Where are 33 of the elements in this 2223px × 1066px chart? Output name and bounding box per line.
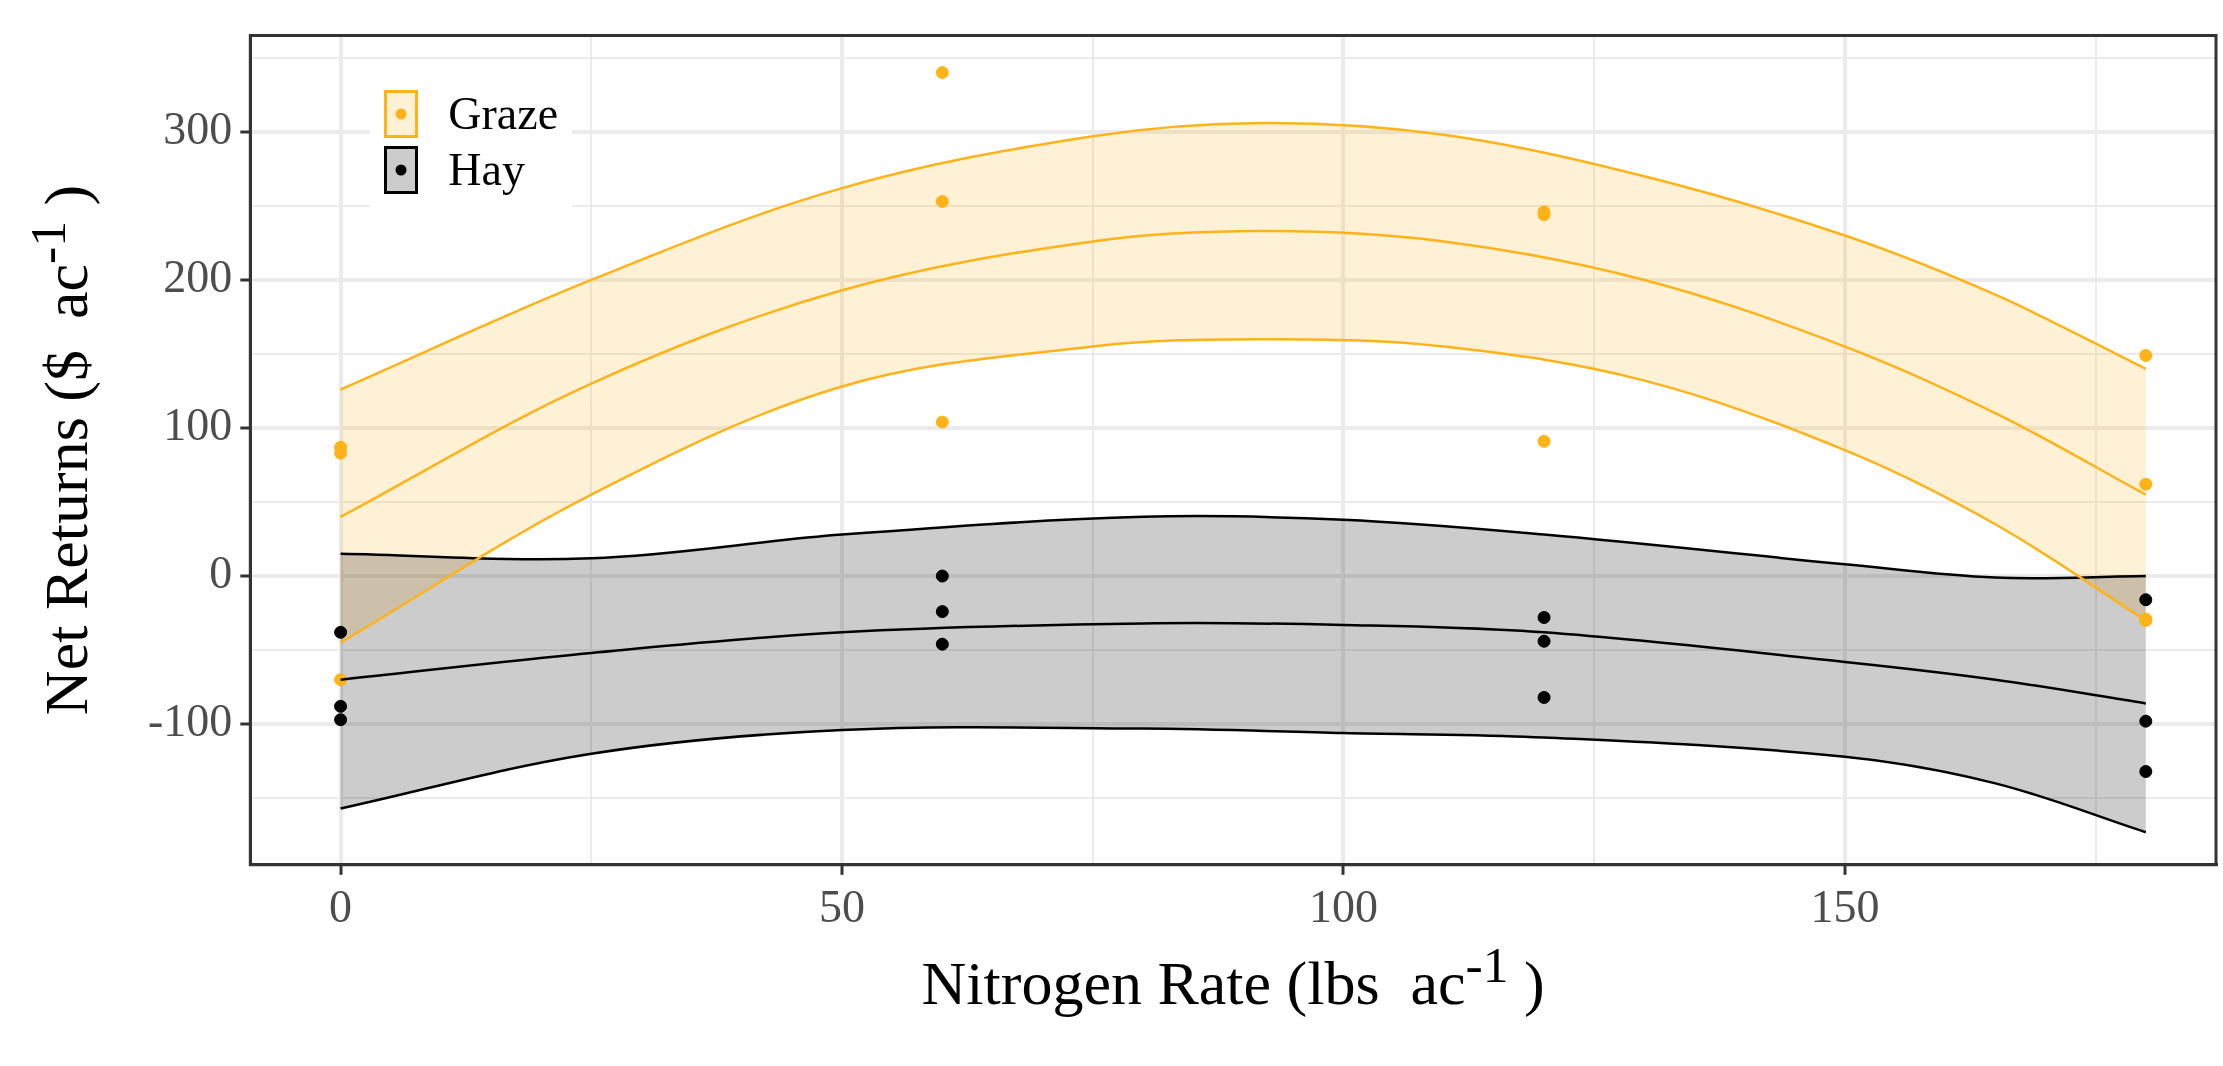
x-tick-label: 150 — [1810, 881, 1880, 933]
point — [935, 569, 949, 583]
y-tick-label: 200 — [163, 251, 233, 302]
point — [1537, 690, 1551, 704]
line-series — [339, 229, 2148, 519]
point — [2139, 593, 2153, 607]
legend-label: Graze — [448, 87, 559, 141]
point — [2139, 477, 2153, 491]
point — [334, 699, 348, 713]
y-tick-label: 100 — [163, 399, 233, 451]
y-tick-label: 300 — [163, 102, 233, 154]
point — [2139, 348, 2153, 362]
point — [1537, 634, 1551, 648]
point — [1537, 434, 1551, 448]
point — [935, 637, 949, 651]
point — [2139, 765, 2153, 779]
point — [334, 625, 348, 639]
line-series — [339, 514, 2148, 580]
y-tick-label: 0 — [209, 547, 233, 599]
y-tick-label: -100 — [147, 695, 233, 747]
point — [935, 66, 949, 80]
x-tick-label: 0 — [329, 881, 353, 933]
point — [334, 713, 348, 727]
x-axis-title: Nitrogen Rate (lbs ac$^{-1}$ ) — [921, 934, 1545, 1019]
point — [935, 605, 949, 619]
x-tick-label: 100 — [1308, 881, 1378, 933]
point — [935, 194, 949, 208]
point — [1537, 611, 1551, 625]
line-series — [339, 726, 2148, 834]
point — [2139, 714, 2153, 728]
point — [935, 415, 949, 429]
legend-label: Hay — [448, 143, 525, 197]
x-tick-label: 50 — [819, 881, 866, 933]
